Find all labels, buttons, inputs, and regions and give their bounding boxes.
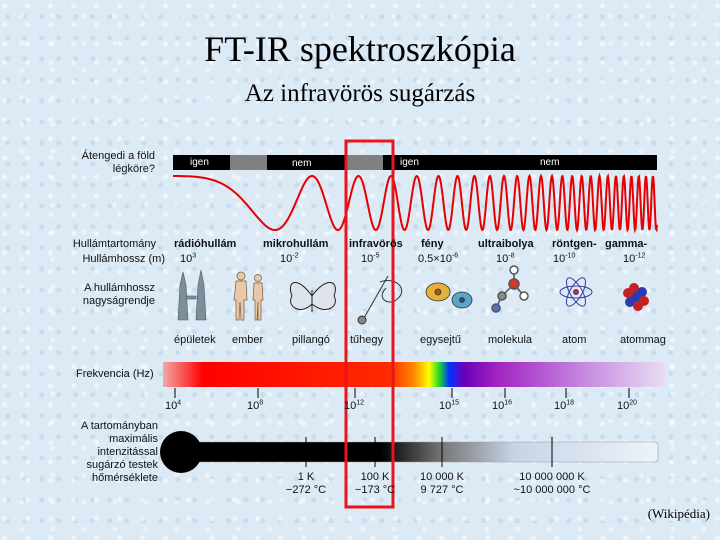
object-label: épületek [174, 334, 216, 346]
wavelength-value: 10-12 [623, 252, 646, 265]
nucleus-icon [623, 283, 649, 311]
frequency-value: 1020 [617, 399, 638, 412]
region-gamma: gamma- [605, 238, 648, 250]
wavelength-value: 103 [180, 252, 197, 265]
region-visible: fény [421, 238, 444, 250]
butterfly-icon [290, 282, 336, 312]
region-microwave: mikrohullám [263, 238, 329, 250]
humans-icon [233, 271, 264, 321]
region-infrared: infravörös [349, 238, 403, 250]
temperature-value: 1 K −272 °C [285, 471, 327, 496]
object-label: atom [562, 334, 587, 346]
object-label: egysejtű [420, 334, 461, 346]
atmosphere-label-3: igen [400, 157, 419, 168]
scale-row-label: A hullámhossz nagyságrendje [82, 282, 155, 307]
atmosphere-label-1: igen [190, 157, 209, 168]
object-label: pillangó [292, 334, 330, 346]
wavelength-row-label: Hullámhossz (m) [82, 253, 165, 265]
wavelength-value: 10-8 [496, 252, 515, 265]
object-label: ember [232, 334, 264, 346]
molecule-icon [491, 265, 529, 313]
region-ultraviolet: ultraibolya [478, 238, 534, 250]
thermometer [160, 431, 659, 473]
region-row-label: Hullámtartomány [72, 238, 156, 250]
frequency-ticks [174, 388, 630, 398]
temperature-value: 100 K −173 °C [354, 471, 396, 496]
object-label: tűhegy [350, 334, 384, 346]
source-credit: (Wikipédia) [647, 506, 710, 521]
page-title: FT-IR spektroszkópia [204, 29, 516, 69]
needle-icon [357, 275, 403, 325]
temperature-row-label: A tartományban maximális intenzitással s… [80, 420, 158, 484]
object-label: atommag [620, 334, 666, 346]
frequency-spectrum-bar [163, 362, 665, 387]
cell-icon [425, 282, 473, 309]
atmosphere-label-4: nem [540, 157, 560, 168]
frequency-value: 1015 [439, 399, 460, 412]
infrared-highlight-box [344, 139, 395, 509]
buildings-icon [177, 269, 207, 321]
atmosphere-bar [173, 155, 657, 170]
frequency-value: 1012 [344, 399, 365, 412]
region-radio: rádióhullám [174, 238, 237, 250]
temperature-value: 10 000 000 K ~10 000 000 °C [513, 471, 591, 496]
frequency-row-label: Frekvencia (Hz) [76, 368, 154, 380]
frequency-value: 104 [165, 399, 182, 412]
wavelength-value: 10-10 [553, 252, 576, 265]
atom-icon [559, 277, 593, 307]
object-label: molekula [488, 334, 533, 346]
region-xray: röntgen- [552, 238, 597, 250]
atmosphere-question: Átengedi a föld légköre? [81, 150, 155, 175]
wavelength-value: 10-2 [280, 252, 299, 265]
wavelength-value: 0.5×10-6 [418, 252, 459, 265]
frequency-value: 1018 [554, 399, 575, 412]
frequency-value: 108 [247, 399, 264, 412]
wave-curve [173, 172, 658, 234]
frequency-value: 1016 [492, 399, 513, 412]
wavelength-value: 10-5 [361, 252, 380, 265]
atmosphere-label-2: nem [292, 158, 312, 169]
page-subtitle: Az infravörös sugárzás [244, 80, 476, 107]
